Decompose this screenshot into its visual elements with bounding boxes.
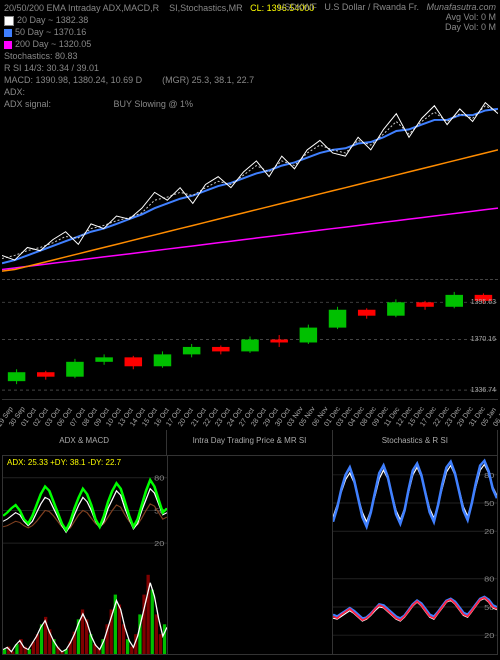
avg-vol: Avg Vol: 0 M bbox=[278, 12, 496, 22]
day-vol: Day Vol: 0 M bbox=[278, 22, 496, 32]
svg-text:80: 80 bbox=[154, 475, 165, 483]
sub-panel-label: ADX & MACD bbox=[2, 430, 167, 455]
svg-text:20: 20 bbox=[154, 540, 165, 548]
ma200-label: 200 Day ~ 1320.05 bbox=[4, 38, 496, 50]
title-suffix: SI,Stochastics,MR bbox=[169, 3, 243, 13]
ref-line-label: 1395.63 bbox=[471, 299, 496, 306]
ref-line-label: 1370.16 bbox=[471, 336, 496, 343]
source: Munafasutra.com bbox=[426, 2, 496, 12]
stoch-rsi-panel: 202050508080 bbox=[333, 455, 498, 655]
svg-text:20: 20 bbox=[484, 632, 495, 640]
title-prefix: 20/50/200 EMA Intraday ADX,MACD,R bbox=[4, 3, 159, 13]
adx-macd-panel: ADX: 25.33 +DY: 38.1 -DY: 22.7 205080 bbox=[2, 455, 168, 655]
sub-panel-label: Stochastics & R SI bbox=[333, 430, 498, 455]
intraday-panel bbox=[168, 455, 333, 655]
svg-text:50: 50 bbox=[484, 500, 495, 508]
price-chart bbox=[2, 90, 498, 280]
header-right: USDKWF U.S Dollar / Rwanda Fr. Munafasut… bbox=[278, 2, 496, 32]
bottom-panels: ADX: 25.33 +DY: 38.1 -DY: 22.7 205080 20… bbox=[2, 455, 498, 655]
ref-line-label: 1336.74 bbox=[471, 387, 496, 394]
header: USDKWF U.S Dollar / Rwanda Fr. Munafasut… bbox=[0, 0, 500, 90]
rsi-label: R SI 14/3: 30.34 / 39.01 bbox=[4, 62, 496, 74]
macd-label: MACD: 1390.98, 1380.24, 10.69 D bbox=[4, 75, 142, 85]
sub-panel-label: Intra Day Trading Price & MR SI bbox=[167, 430, 332, 455]
adx-mgr: (MGR) 25.3, 38.1, 22.7 bbox=[162, 75, 254, 85]
stoch-label: Stochastics: 80.83 bbox=[4, 50, 496, 62]
svg-text:20: 20 bbox=[484, 528, 495, 536]
symbol: USDKWF bbox=[278, 2, 317, 12]
date-axis: 29 Sep30 Sep01 Oct02 Oct03 Oct06 Oct07 O… bbox=[2, 400, 498, 430]
cl-label: CL: bbox=[250, 3, 264, 13]
instrument: U.S Dollar / Rwanda Fr. bbox=[324, 2, 419, 12]
sub-panel-labels: ADX & MACDIntra Day Trading Price & MR S… bbox=[2, 430, 498, 455]
svg-text:80: 80 bbox=[484, 576, 495, 584]
adx-text: ADX: 25.33 +DY: 38.1 -DY: 22.7 bbox=[7, 458, 121, 467]
candle-chart: 1395.63 1370.16 1336.74 bbox=[2, 280, 498, 400]
main-container: USDKWF U.S Dollar / Rwanda Fr. Munafasut… bbox=[0, 0, 500, 660]
